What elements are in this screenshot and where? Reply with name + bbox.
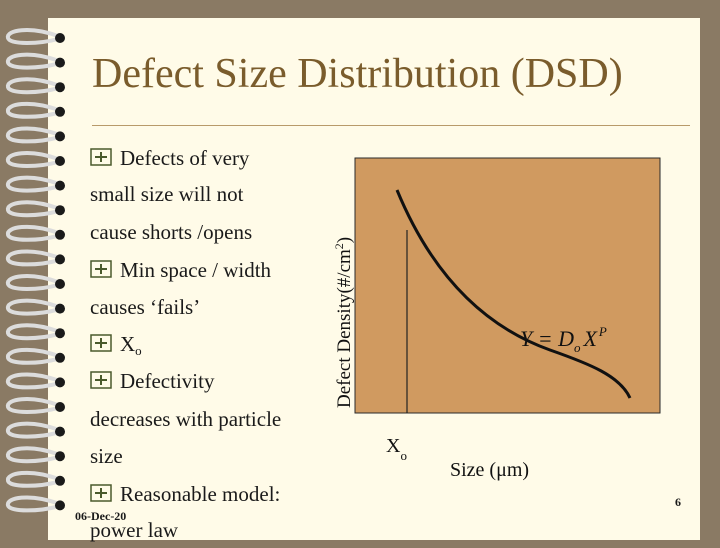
binding-hole [55, 402, 65, 412]
spiral-ring [6, 347, 59, 365]
binding-hole [55, 352, 65, 363]
plus-box-icon [90, 148, 112, 166]
bullet-2-text: Min space / width [120, 258, 272, 282]
spiral-ring [6, 323, 59, 341]
spiral-ring [6, 151, 59, 168]
spiral-ring [6, 175, 59, 193]
x-axis-label: Size (μm) [450, 459, 529, 481]
bullet-4: Defectivity [90, 369, 214, 399]
binding-hole [55, 156, 65, 166]
binding-hole [55, 131, 65, 142]
title-divider [92, 125, 690, 126]
spiral-ring [6, 372, 59, 390]
dsd-curve [395, 189, 632, 399]
spiral-ring [6, 200, 59, 218]
spiral-ring [6, 397, 59, 414]
bullet-3: Xo [90, 332, 142, 362]
plus-box-icon [90, 260, 112, 278]
bullet-1-cont-2: cause shorts /opens [90, 220, 253, 244]
plus-box-icon [90, 484, 112, 502]
page-number: 6 [675, 495, 681, 509]
bullet-5-cont: power law [90, 518, 179, 542]
spiral-binding-icon [6, 28, 65, 513]
spiral-ring [6, 495, 59, 513]
binding-hole [55, 279, 65, 289]
spiral-ring [6, 52, 59, 70]
binding-hole [55, 475, 65, 486]
spiral-ring [6, 28, 59, 45]
plus-box-icon [90, 334, 112, 352]
spiral-ring [6, 224, 59, 242]
binding-hole [55, 328, 65, 339]
binding-hole [55, 426, 65, 437]
bullet-5: Reasonable model: [90, 482, 280, 512]
spiral-ring [6, 249, 59, 267]
equation-label: Y = Do X P [520, 324, 607, 355]
bullet-3-subscript: o [135, 343, 142, 358]
footer-date: 06-Dec-20 [75, 509, 127, 523]
bullet-5-text: Reasonable model: [120, 482, 281, 506]
binding-hole [55, 500, 65, 511]
spiral-ring [6, 126, 59, 144]
binding-hole [55, 229, 65, 240]
binding-hole [55, 377, 65, 388]
spiral-ring [6, 274, 59, 291]
spiral-ring [6, 101, 59, 119]
xo-label: Xo [386, 435, 407, 463]
y-axis-label: Defect Density(#/cm2) [332, 237, 355, 408]
spiral-ring [6, 446, 59, 464]
bullet-1-text: Defects of very [120, 146, 250, 170]
bullet-4-text: Defectivity [120, 369, 215, 393]
binding-hole [55, 451, 65, 462]
binding-hole [55, 82, 65, 93]
spiral-ring [6, 77, 59, 95]
bullet-3-text: X [120, 332, 136, 356]
dsd-chart: Defect Density(#/cm2) Y = Do X P Xo Size (… [332, 157, 661, 481]
page-title: Defect Size Distribution (DSD) [92, 51, 623, 97]
binding-hole [55, 57, 65, 68]
binding-hole [55, 106, 65, 117]
plus-box-icon [90, 371, 112, 389]
binding-hole [55, 254, 65, 265]
bullet-2: Min space / width [90, 258, 271, 288]
binding-hole [55, 33, 65, 43]
binding-hole [55, 303, 65, 314]
bullet-1: Defects of very [90, 146, 249, 176]
spiral-ring [6, 470, 59, 488]
bullet-2-cont: causes ‘fails’ [90, 295, 201, 319]
plot-area [354, 157, 661, 414]
spiral-ring [6, 421, 59, 439]
bullet-4-cont-1: decreases with particle [90, 407, 282, 431]
bullet-4-cont-2: size [90, 444, 123, 468]
bullet-1-cont-1: small size will not [90, 182, 244, 206]
spiral-ring [6, 298, 59, 316]
binding-hole [55, 205, 65, 216]
binding-hole [55, 180, 65, 191]
